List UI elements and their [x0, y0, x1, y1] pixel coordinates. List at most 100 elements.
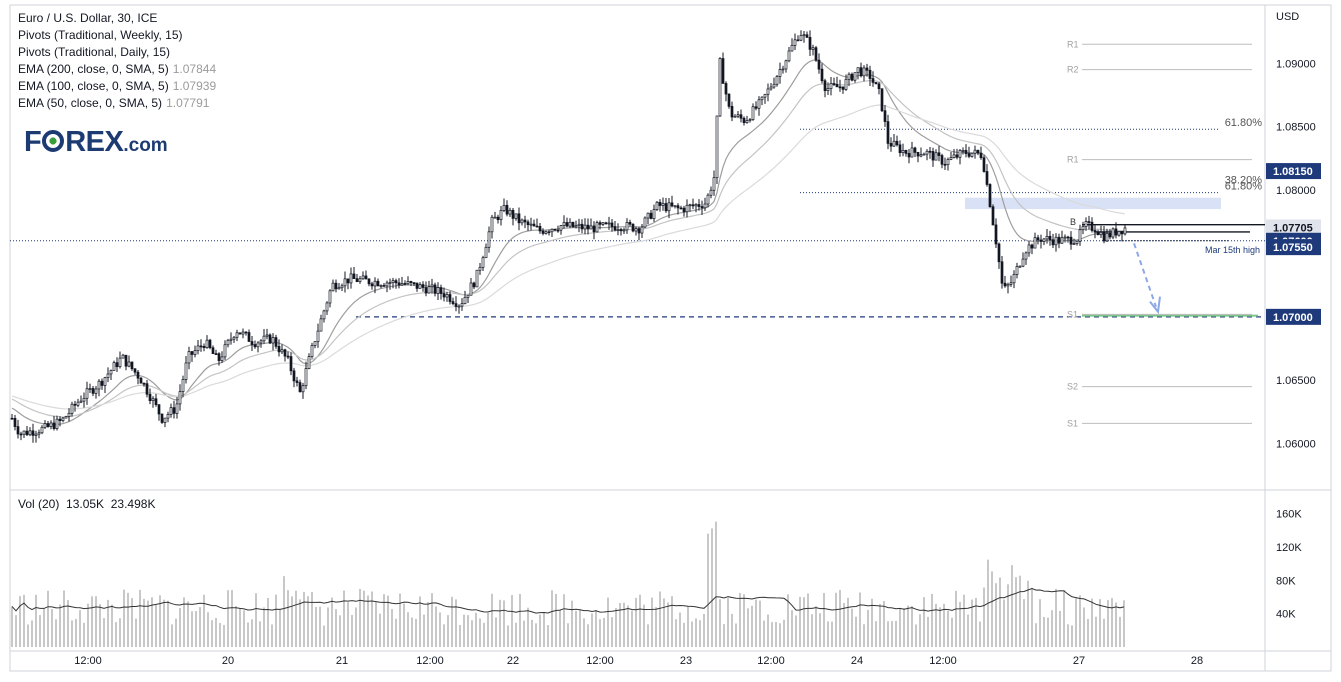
volume-bar	[787, 594, 789, 647]
x-tick-label: 27	[1073, 655, 1085, 667]
volume-bar	[355, 607, 357, 647]
volume-bar	[439, 612, 441, 647]
volume-bar	[263, 607, 265, 647]
candle-body	[358, 278, 362, 282]
candle-body	[235, 332, 239, 338]
volume-bar	[367, 595, 369, 647]
candle-body	[982, 157, 986, 172]
x-tick-label: 28	[1191, 655, 1203, 667]
candle-body	[961, 150, 965, 152]
candle-body	[73, 403, 77, 406]
x-tick-label: 12:00	[757, 655, 785, 667]
candle-body	[541, 230, 545, 234]
candle-body	[580, 223, 584, 230]
candle-body	[217, 353, 221, 361]
candle-body	[622, 229, 626, 232]
candle-body	[1057, 236, 1061, 244]
candle-body	[880, 88, 884, 112]
candle-body	[766, 88, 770, 95]
volume-bar	[695, 618, 697, 647]
candle-body	[526, 221, 530, 226]
candle-body	[934, 152, 938, 161]
volume-bar	[603, 617, 605, 647]
volume-bar	[763, 620, 765, 647]
candle-body	[421, 284, 425, 288]
candle-body	[544, 231, 548, 234]
candle-body	[88, 388, 92, 390]
candle-body	[199, 345, 203, 348]
pivot-label: R1	[1067, 155, 1079, 165]
volume-bar	[67, 600, 69, 647]
candle-body	[34, 433, 38, 436]
candle-body	[85, 388, 89, 399]
candle-body	[523, 219, 527, 223]
volume-bar	[195, 611, 197, 647]
volume-bar	[759, 600, 761, 647]
candle-body	[946, 159, 950, 165]
legend-ema200-value: 1.07844	[172, 62, 217, 76]
candle-body	[859, 67, 863, 77]
volume-bar	[867, 609, 869, 647]
candle-body	[712, 177, 716, 191]
candle-body	[13, 418, 17, 427]
volume-bar	[19, 596, 21, 647]
candle-body	[865, 67, 869, 71]
candle-body	[1087, 221, 1091, 223]
volume-bar	[859, 592, 861, 647]
volume-bar	[943, 603, 945, 647]
candle-body	[823, 80, 827, 92]
volume-bar	[227, 590, 229, 647]
candle-body	[124, 354, 128, 367]
candle-body	[718, 58, 722, 117]
candle-body	[994, 224, 998, 245]
volume-bar	[459, 624, 461, 647]
volume-bar	[843, 603, 845, 647]
candle-body	[1012, 274, 1016, 284]
candle-body	[1105, 232, 1109, 242]
candle-body	[1021, 258, 1025, 267]
candle-body	[64, 416, 68, 419]
candle-body	[301, 385, 305, 393]
volume-bar	[331, 597, 333, 647]
candle-body	[388, 282, 392, 284]
volume-bar	[631, 610, 633, 647]
candle-body	[955, 154, 959, 158]
candle-body	[559, 225, 563, 231]
candle-body	[19, 433, 23, 436]
forex-logo: F REX.com	[24, 126, 168, 159]
volume-bar	[255, 593, 257, 647]
volume-bar	[499, 599, 501, 647]
candle-body	[55, 418, 59, 430]
candle-body	[280, 349, 284, 353]
candle-body	[1054, 236, 1058, 246]
volume-bar	[451, 596, 453, 647]
volume-bar	[91, 596, 93, 647]
volume-bar	[559, 610, 561, 647]
volume-bar	[1103, 618, 1105, 647]
candle-body	[403, 283, 407, 285]
candle-body	[352, 273, 356, 279]
volume-bar	[655, 607, 657, 647]
candle-body	[121, 354, 125, 359]
candle-body	[271, 337, 275, 344]
candle-body	[925, 150, 929, 155]
candle-body	[31, 430, 35, 436]
candle-body	[691, 204, 695, 207]
candle-body	[505, 204, 509, 215]
candle-body	[574, 225, 578, 228]
volume-bar	[1119, 616, 1121, 647]
volume-bar	[407, 612, 409, 647]
candle-body	[940, 155, 944, 165]
candle-body	[262, 335, 266, 342]
candle-body	[748, 119, 752, 121]
volume-bar	[79, 610, 81, 647]
candle-body	[253, 344, 257, 348]
candle-body	[1039, 239, 1043, 242]
volume-bar	[399, 593, 401, 647]
candle-body	[340, 285, 344, 289]
candlesticks	[10, 30, 1127, 443]
candle-body	[430, 284, 434, 288]
candle-body	[328, 290, 332, 304]
volume-bar	[667, 602, 669, 647]
